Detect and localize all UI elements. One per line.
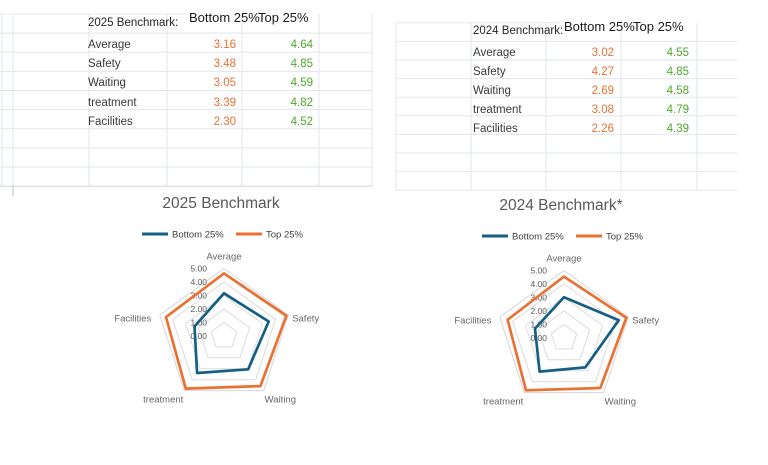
category-label: Facilities [454,316,491,327]
series-polygon-top25[interactable] [506,275,628,392]
category-label: treatment [143,395,183,406]
radar-ring [172,281,276,381]
category-label: Waiting [605,397,636,408]
category-label: treatment [483,397,523,408]
top25-value[interactable]: 4.64 [290,39,313,51]
radar-ring [184,294,264,370]
column-header-bottom25[interactable]: Bottom 25% [189,10,260,25]
legend-label[interactable]: Bottom 25% [512,232,564,243]
legend-label[interactable]: Bottom 25% [172,230,224,241]
table-title-2025[interactable]: 2025 Benchmark: [88,17,179,29]
axis-tick-label: 2.00 [190,304,207,314]
bottom25-value[interactable]: 4.27 [591,66,614,78]
radar-ring [197,308,251,359]
row-label[interactable]: Average [473,47,516,59]
chart-title: 2024 Benchmark* [499,197,622,214]
bottom25-value[interactable]: 3.02 [591,47,614,59]
row-label[interactable]: Facilities [88,116,133,128]
row-label[interactable]: treatment [473,104,522,116]
top25-value[interactable]: 4.79 [666,104,689,116]
bottom25-value[interactable]: 3.08 [591,104,614,116]
category-label: Average [546,254,581,265]
row-label[interactable]: Safety [473,66,506,78]
series-polygon-top25[interactable] [164,272,288,390]
top25-value[interactable]: 4.82 [290,97,313,109]
radar-ring [550,323,578,350]
radar-chart-2024[interactable]: 2024 Benchmark*Bottom 25% Top 25%0.001.00… [362,190,762,430]
row-label[interactable]: Waiting [88,77,126,89]
radar-ring [524,296,604,372]
row-label[interactable]: Waiting [473,85,511,97]
top25-value[interactable]: 4.59 [290,77,313,89]
axis-tick-label: 5.00 [530,266,547,276]
row-label[interactable]: treatment [88,97,137,109]
bottom25-value[interactable]: 3.48 [213,58,236,70]
legend-label[interactable]: Top 25% [606,232,644,243]
row-label[interactable]: Average [88,39,131,51]
bottom25-value[interactable]: 3.16 [213,39,236,51]
category-label: Safety [292,314,319,325]
axis-tick-label: 0.00 [530,333,547,343]
top25-value[interactable]: 4.85 [666,66,689,78]
bottom25-value[interactable]: 2.69 [591,85,614,97]
legend-label[interactable]: Top 25% [266,230,304,241]
column-header-bottom25[interactable]: Bottom 25% [564,19,635,34]
row-label[interactable]: Facilities [473,123,518,135]
axis-tick-label: 5.00 [190,264,207,274]
column-header-top25[interactable]: Top 25% [258,10,309,25]
table-title-2024[interactable]: 2024 Benchmark: [473,25,564,37]
bottom25-value[interactable]: 3.05 [213,77,236,89]
category-label: Facilities [114,314,151,325]
axis-tick-label: 4.00 [190,277,207,287]
bottom25-value[interactable]: 2.30 [213,116,236,128]
category-label: Average [206,252,241,263]
axis-tick-label: 4.00 [530,279,547,289]
bottom25-value[interactable]: 3.39 [213,97,236,109]
category-label: Waiting [265,395,296,406]
top25-value[interactable]: 4.55 [666,47,689,59]
radar-ring [499,269,629,394]
top25-value[interactable]: 4.58 [666,85,689,97]
column-header-top25[interactable]: Top 25% [633,19,684,34]
top25-value[interactable]: 4.85 [290,58,313,70]
top25-value[interactable]: 4.39 [666,123,689,135]
axis-tick-label: 2.00 [530,306,547,316]
bottom25-value[interactable]: 2.26 [591,123,614,135]
axis-tick-label: 3.00 [190,291,207,301]
top25-value[interactable]: 4.52 [290,116,313,128]
series-polygon-bottom25[interactable] [533,295,621,373]
category-label: Safety [632,316,659,327]
chart-title: 2025 Benchmark [162,195,279,212]
spreadsheet-gridlines [0,13,737,197]
series-polygon-bottom25[interactable] [193,291,271,375]
radar-ring [159,267,289,392]
radar-ring [537,310,591,361]
axis-tick-label: 0.00 [190,331,207,341]
row-label[interactable]: Safety [88,58,121,70]
radar-ring [210,321,238,348]
